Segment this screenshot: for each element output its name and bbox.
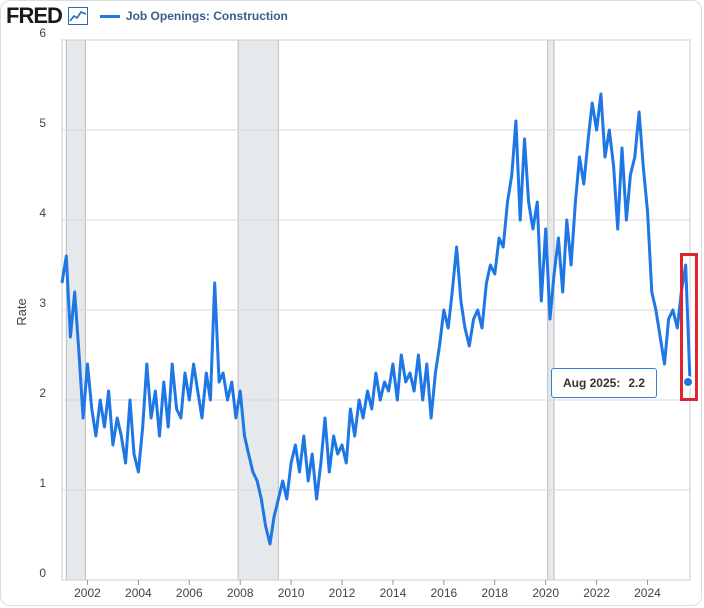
y-tick-label: 5	[39, 116, 46, 130]
series-line-construction[interactable]	[60, 92, 692, 546]
y-tick-label: 2	[39, 386, 46, 400]
line-chart-icon	[67, 7, 88, 25]
hover-tooltip: Aug 2025: 2.2	[551, 368, 657, 398]
x-tick-label: 2024	[634, 586, 661, 600]
y-tick-label: 6	[39, 26, 46, 40]
x-tick-label: 2010	[278, 586, 305, 600]
legend-label[interactable]: Job Openings: Construction	[125, 9, 288, 23]
x-tick-label: 2014	[380, 586, 407, 600]
x-tick-label: 2016	[430, 586, 457, 600]
plot-border	[61, 39, 691, 581]
x-tick-label: 2008	[227, 586, 254, 600]
tooltip-date: Aug 2025:	[562, 376, 621, 390]
x-tick-label: 2002	[74, 586, 101, 600]
x-tick-label: 2020	[532, 586, 559, 600]
y-tick-label: 4	[39, 206, 46, 220]
fred-logo[interactable]: FRED	[6, 3, 63, 28]
y-tick-labels: 0 1 2 3 4 5 6	[39, 26, 46, 580]
y-tick-label: 3	[39, 296, 46, 310]
tooltip-value: 2.2	[628, 376, 646, 390]
last-data-point[interactable]	[682, 376, 694, 388]
gridlines	[61, 39, 691, 581]
y-axis-title: Rate	[14, 298, 29, 325]
x-tick-label: 2012	[329, 586, 356, 600]
y-tick-label: 1	[39, 476, 46, 490]
chart-header: FRED Job Openings: Construction	[6, 3, 288, 28]
x-tick-labels: 2002 2004 2006 2008 2010 2012 2014 2016 2018 2020…	[74, 580, 661, 600]
x-tick-label: 2006	[176, 586, 203, 600]
y-tick-label: 0	[39, 566, 46, 580]
x-tick-label: 2022	[583, 586, 610, 600]
x-tick-label: 2004	[125, 586, 152, 600]
highlight-annotation-box	[680, 253, 698, 401]
x-tick-label: 2018	[481, 586, 508, 600]
legend-swatch	[99, 14, 120, 18]
